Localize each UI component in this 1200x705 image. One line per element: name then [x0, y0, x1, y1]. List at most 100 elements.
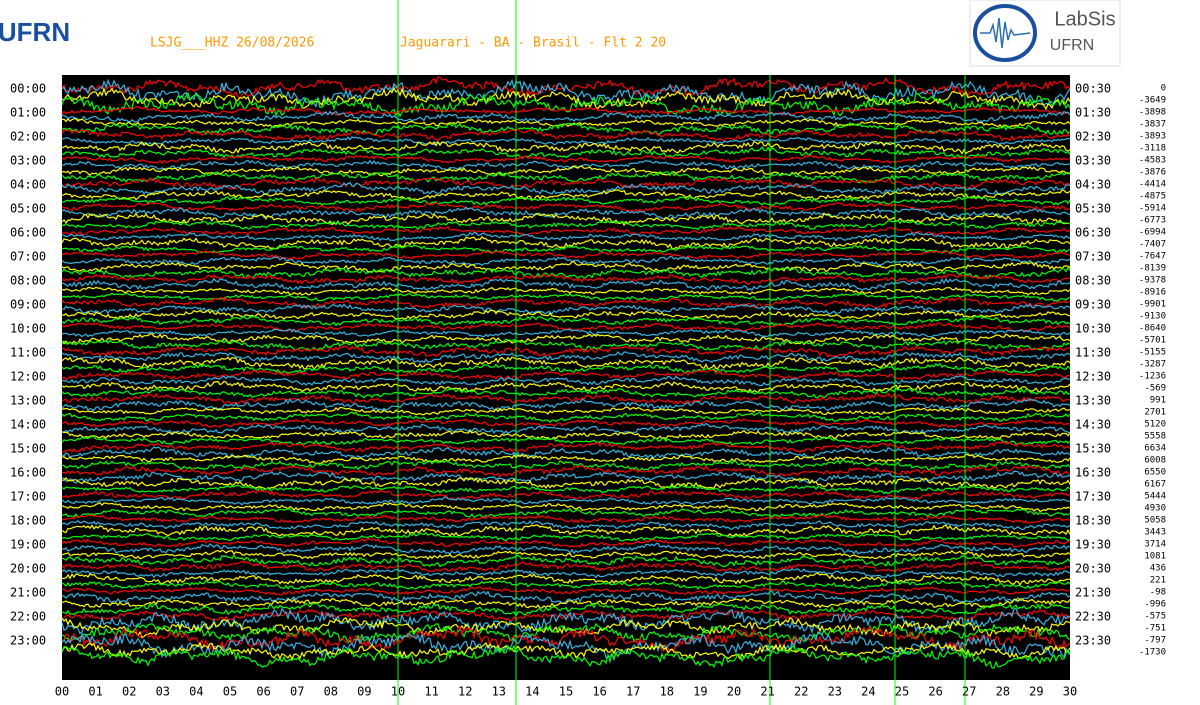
trace: [61, 418, 1071, 429]
trace: [61, 121, 1071, 136]
x-label: 23: [828, 685, 842, 699]
trace: [61, 277, 1071, 291]
trace: [62, 201, 1071, 213]
trace: [61, 476, 1071, 491]
hour-label-left: 10:00: [10, 322, 46, 336]
x-label: 27: [962, 685, 976, 699]
offset-label: 6167: [1144, 480, 1166, 490]
trace: [61, 189, 1071, 201]
offset-label: 6634: [1144, 444, 1166, 454]
hour-label-right: 21:30: [1075, 586, 1111, 600]
x-label: 07: [290, 685, 304, 699]
offset-label: 6550: [1144, 468, 1166, 478]
x-label: 17: [626, 685, 640, 699]
trace: [61, 616, 1071, 639]
trace: [61, 286, 1071, 296]
trace: [61, 586, 1071, 596]
offset-label: -751: [1144, 624, 1166, 634]
trace: [61, 542, 1071, 555]
x-label: 14: [525, 685, 539, 699]
hour-label-left: 19:00: [10, 538, 46, 552]
offset-label: -98: [1150, 588, 1166, 598]
offset-label: 4930: [1144, 504, 1166, 514]
trace: [61, 631, 1071, 662]
x-label: 05: [223, 685, 237, 699]
trace: [61, 459, 1071, 471]
trace: [61, 219, 1071, 231]
offset-label: -9378: [1139, 276, 1166, 286]
trace: [61, 333, 1071, 346]
trace: [61, 453, 1071, 465]
trace: [61, 375, 1071, 387]
hour-label-left: 05:00: [10, 202, 46, 216]
offset-label: -3893: [1139, 132, 1166, 142]
trace: [61, 429, 1071, 441]
hour-label-right: 18:30: [1075, 514, 1111, 528]
trace: [61, 484, 1071, 495]
offset-label: -996: [1144, 600, 1166, 610]
trace: [61, 387, 1071, 399]
trace: [61, 106, 1071, 116]
trace: [61, 602, 1071, 617]
trace: [61, 350, 1071, 364]
trace: [61, 195, 1071, 207]
x-label: 29: [1029, 685, 1043, 699]
offset-label: -8139: [1139, 264, 1166, 274]
hour-label-left: 18:00: [10, 514, 46, 528]
hour-label-right: 22:30: [1075, 610, 1111, 624]
trace: [61, 212, 1070, 227]
hour-label-left: 06:00: [10, 226, 46, 240]
hour-label-right: 01:30: [1075, 106, 1111, 120]
hour-label-left: 11:00: [10, 346, 46, 360]
trace: [61, 398, 1071, 412]
offset-label: 221: [1150, 576, 1166, 586]
hour-label-left: 16:00: [10, 466, 46, 480]
hour-label-right: 06:30: [1075, 226, 1111, 240]
hour-label-right: 20:30: [1075, 562, 1111, 576]
trace: [61, 590, 1071, 604]
hour-label-left: 23:00: [10, 634, 46, 648]
x-label: 26: [928, 685, 942, 699]
offset-label: -1730: [1139, 648, 1166, 658]
x-label: 08: [324, 685, 338, 699]
trace: [61, 625, 1071, 652]
trace: [61, 641, 1071, 661]
hour-label-right: 13:30: [1075, 394, 1111, 408]
offset-label: -575: [1144, 612, 1166, 622]
offset-label: -8640: [1139, 324, 1166, 334]
trace: [61, 464, 1071, 479]
hour-label-right: 19:30: [1075, 538, 1111, 552]
trace: [61, 411, 1071, 423]
trace: [61, 261, 1071, 273]
trace: [61, 531, 1071, 542]
trace: [61, 362, 1071, 375]
trace: [61, 440, 1071, 454]
offset-label: -3649: [1139, 96, 1166, 106]
logo-wave: [980, 17, 1031, 49]
trace: [62, 406, 1071, 416]
hour-label-right: 05:30: [1075, 202, 1111, 216]
offset-label: 6008: [1144, 456, 1166, 466]
offset-label: 0: [1161, 84, 1166, 94]
logo-ring: [973, 4, 1037, 62]
hour-label-left: 09:00: [10, 298, 46, 312]
trace: [62, 572, 1070, 586]
x-label: 21: [760, 685, 774, 699]
offset-label: -5701: [1139, 336, 1166, 346]
hour-label-right: 16:30: [1075, 466, 1111, 480]
trace: [61, 501, 1071, 513]
logo-right-title: LabSis: [1054, 8, 1115, 30]
station-title: LSJG___HHZ 26/08/2026: [150, 36, 314, 51]
trace: [61, 225, 1071, 237]
x-label: 04: [189, 685, 203, 699]
offset-label: 1081: [1144, 552, 1166, 562]
offset-label: -569: [1144, 384, 1166, 394]
trace: [61, 236, 1071, 250]
offset-label: -3118: [1139, 144, 1166, 154]
x-label: 15: [559, 685, 573, 699]
trace: [61, 128, 1071, 143]
offset-label: 5058: [1144, 516, 1166, 526]
trace: [62, 392, 1071, 406]
trace: [61, 86, 1071, 111]
x-label: 11: [424, 685, 438, 699]
